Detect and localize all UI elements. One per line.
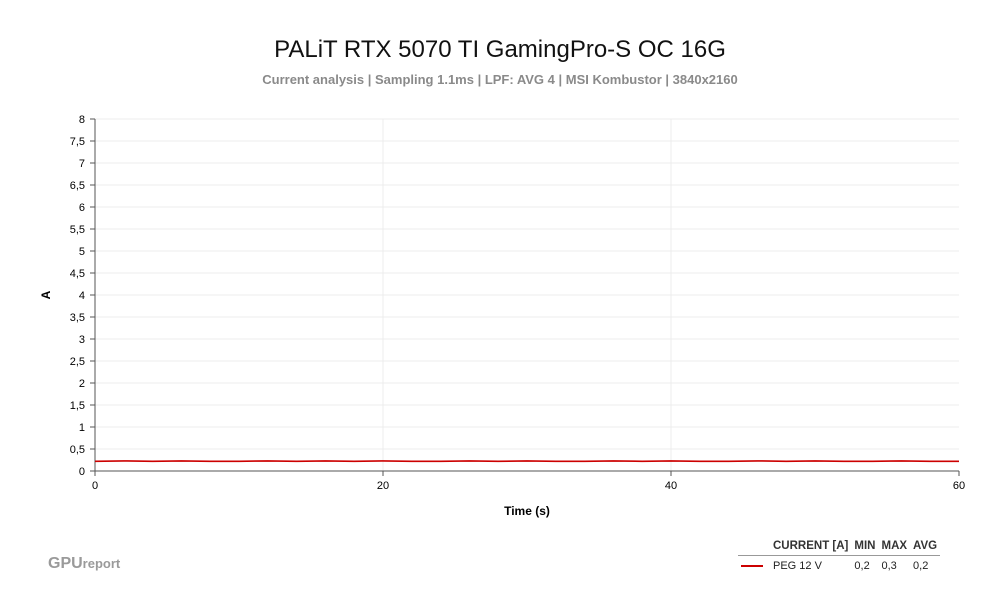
- y-tick-label: 5: [79, 246, 85, 258]
- legend-table: CURRENT [A] MIN MAX AVG PEG 12 V 0,2 0,3…: [738, 540, 941, 573]
- legend-swatch: [738, 556, 770, 573]
- y-tick-labels: 0 0,5 1 1,5 2 2,5 3 3,5 4 4,5 5 5,5 6 6,5 7 7,5 8: [70, 114, 85, 478]
- y-tick-label: 6: [79, 202, 85, 214]
- y-tick-label: 5,5: [70, 224, 85, 236]
- legend-min: 0,2: [854, 560, 870, 572]
- x-tick-label: 60: [953, 480, 965, 492]
- legend-row: PEG 12 V 0,2 0,3 0,2: [738, 556, 940, 573]
- y-tick-label: 8: [79, 114, 85, 126]
- legend-header-current: CURRENT [A]: [770, 540, 852, 556]
- y-tick-label: 3: [79, 334, 85, 346]
- y-tick-label: 7: [79, 158, 85, 170]
- y-tick-label: 1: [79, 422, 85, 434]
- x-tick-label: 0: [92, 480, 98, 492]
- x-axis-label: Time (s): [504, 504, 550, 518]
- legend-header-min: MIN: [851, 540, 879, 556]
- legend-series-name: PEG 12 V: [773, 560, 822, 572]
- x-tick-label: 40: [665, 480, 677, 492]
- x-tick-labels: 0 20 40 60: [92, 480, 965, 492]
- logo-report-text: report: [82, 556, 121, 571]
- y-tick-label: 2: [79, 378, 85, 390]
- y-tick-label: 4: [79, 290, 85, 302]
- chart-title: PALiT RTX 5070 TI GamingPro-S OC 16G: [274, 36, 726, 63]
- legend-header-max: MAX: [878, 540, 911, 556]
- y-tick-label: 7,5: [70, 136, 85, 148]
- chart-subtitle: Current analysis | Sampling 1.1ms | LPF:…: [262, 72, 738, 87]
- grid-lines: [95, 118, 959, 471]
- y-axis-label: A: [39, 290, 53, 299]
- axes: [90, 118, 960, 476]
- legend-max: 0,3: [881, 560, 897, 572]
- y-tick-label: 0: [79, 466, 85, 478]
- logo-gpu-text: GPU: [48, 555, 83, 572]
- y-tick-label: 4,5: [70, 268, 85, 280]
- legend-header-avg: AVG: [910, 540, 941, 556]
- x-tick-label: 20: [377, 480, 389, 492]
- y-tick-label: 0,5: [70, 444, 85, 456]
- legend: CURRENT [A] MIN MAX AVG PEG 12 V 0,2 0,3…: [738, 540, 941, 573]
- y-tick-label: 6,5: [70, 180, 85, 192]
- y-tick-label: 1,5: [70, 400, 85, 412]
- legend-avg: 0,2: [913, 560, 929, 572]
- gpureport-logo: GPUreport: [48, 555, 120, 573]
- y-tick-label: 3,5: [70, 312, 85, 324]
- y-tick-label: 2,5: [70, 356, 85, 368]
